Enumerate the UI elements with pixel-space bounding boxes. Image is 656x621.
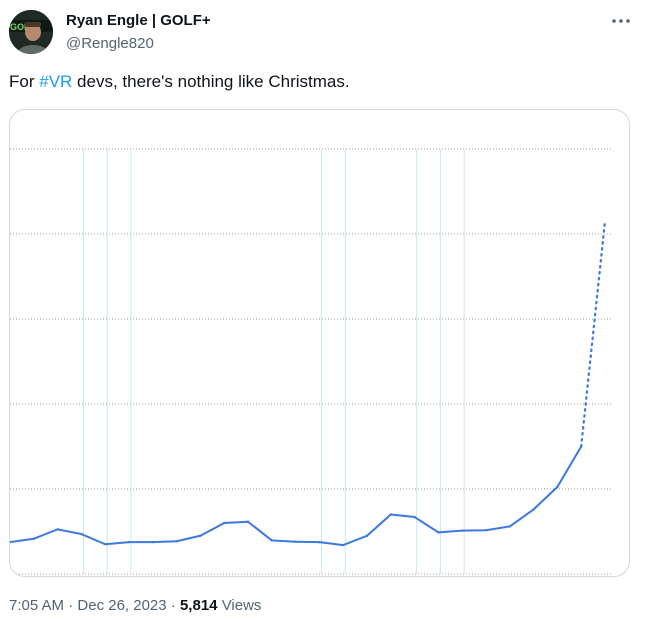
data-point-10: [246, 520, 250, 523]
projection-line: [580, 220, 607, 448]
data-point-2: [56, 528, 59, 531]
hashtag-link[interactable]: #VR: [39, 72, 73, 91]
avatar-image: GOLF+: [9, 10, 53, 54]
data-point-20: [484, 529, 488, 532]
grid-vertical-lines: [82, 149, 465, 574]
data-point-13: [318, 540, 321, 544]
data-point-18: [437, 531, 440, 534]
data-point-6: [151, 540, 154, 544]
tweet-date[interactable]: Dec 26, 2023: [77, 597, 167, 614]
data-point-14: [342, 543, 345, 547]
data-point-21: [508, 525, 511, 528]
line-chart: [10, 148, 613, 575]
meta-separator: ·: [68, 597, 74, 614]
data-point-19: [461, 529, 464, 532]
author-handle[interactable]: @Rengle820: [66, 35, 154, 52]
data-point-0: [10, 540, 12, 544]
tweet-media-chart[interactable]: [9, 109, 630, 577]
series-group: [10, 220, 607, 547]
tweet-time[interactable]: 7:05 AM: [9, 597, 65, 614]
data-point-15: [365, 534, 369, 537]
data-point-4: [104, 543, 107, 546]
author-display-name[interactable]: Ryan Engle | GOLF+: [66, 12, 211, 29]
avatar[interactable]: GOLF+: [9, 10, 53, 54]
data-point-7: [175, 540, 178, 543]
more-options-button[interactable]: [608, 8, 634, 34]
data-point-3: [80, 532, 83, 536]
data-point-17: [413, 515, 416, 519]
data-point-22: [532, 508, 535, 511]
data-point-16: [389, 513, 392, 516]
meta-separator-2: ·: [170, 597, 176, 614]
data-point-9: [223, 521, 226, 525]
tweet-text-before: For: [9, 72, 40, 91]
data-point-23: [556, 485, 559, 489]
grid-horizontal-lines: [10, 148, 613, 575]
tweet-text-after: devs, there's nothing like Christmas.: [72, 72, 350, 91]
views-count: 5,814: [179, 597, 218, 614]
data-point-8: [199, 534, 202, 537]
data-point-11: [270, 539, 273, 542]
tweet-meta: 7:05 AM · Dec 26, 2023 · 5,814 Views: [9, 597, 261, 614]
tweet-text: For #VR devs, there's nothing like Chris…: [9, 71, 350, 93]
more-horizontal-icon: [612, 19, 630, 23]
data-point-1: [32, 537, 35, 540]
data-point-12: [294, 540, 297, 543]
data-point-5: [127, 540, 131, 544]
svg-text:GOLF+: GOLF+: [10, 22, 40, 32]
series-line: [10, 445, 583, 547]
views-label: Views: [221, 597, 262, 614]
